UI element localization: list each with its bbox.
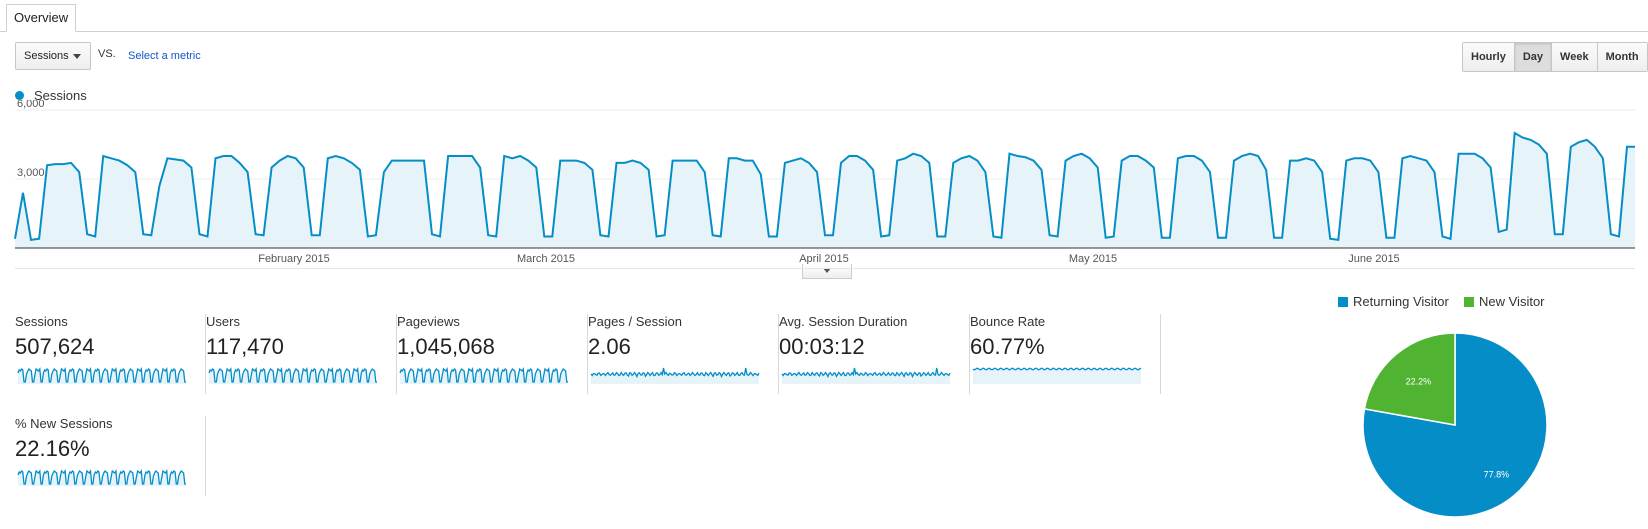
- scorecard[interactable]: Pages / Session 2.06: [588, 314, 779, 394]
- tab-overview[interactable]: Overview: [6, 4, 77, 32]
- metric-dropdown[interactable]: Sessions: [15, 42, 91, 70]
- scorecard-value: 22.16%: [15, 436, 90, 461]
- sessions-legend-dot: [15, 91, 24, 100]
- x-tick-label: April 2015: [799, 253, 849, 265]
- metric-dropdown-label: Sessions: [24, 50, 69, 62]
- vs-label: VS.: [98, 48, 116, 60]
- sparkline-line: [399, 366, 568, 383]
- scorecard-value: 507,624: [15, 334, 95, 359]
- sparkline: [208, 366, 377, 384]
- sparkline-line: [17, 468, 186, 485]
- new-visitor-swatch: [1464, 297, 1474, 307]
- sparkline-line: [208, 366, 377, 383]
- sparkline: [17, 468, 186, 486]
- granularity-toggle: Hourly Day Week Month: [1462, 42, 1648, 72]
- scorecard-value: 117,470: [206, 334, 284, 359]
- scorecard[interactable]: % New Sessions 22.16%: [15, 416, 206, 496]
- visitor-type-pie-chart: 77.8% 22.2%: [1362, 332, 1548, 518]
- sparkline: [590, 367, 760, 384]
- pie-slice: [1363, 332, 1456, 426]
- sessions-line: [14, 131, 1635, 242]
- sparkline-line: [17, 366, 186, 383]
- divider: [15, 268, 1635, 269]
- scorecard[interactable]: Pageviews 1,045,068: [397, 314, 588, 394]
- chevron-down-icon: [73, 54, 81, 59]
- sparkline-line: [972, 367, 1142, 371]
- x-tick-label: February 2015: [258, 253, 330, 265]
- month-button[interactable]: Month: [1596, 43, 1647, 71]
- scorecard-value: 2.06: [588, 334, 631, 359]
- sparkline-line: [781, 367, 951, 379]
- y-tick-label: 3,000: [17, 167, 45, 179]
- pie-slice: [1362, 332, 1548, 518]
- hourly-button[interactable]: Hourly: [1463, 43, 1514, 71]
- scorecard-label: Pages / Session: [588, 314, 682, 329]
- scorecard-label: Bounce Rate: [970, 314, 1046, 329]
- scorecard-value: 60.77%: [970, 334, 1045, 359]
- select-metric-link[interactable]: Select a metric: [128, 50, 201, 62]
- week-button[interactable]: Week: [1551, 43, 1597, 71]
- sparkline-line: [590, 367, 760, 379]
- sparkline: [972, 367, 1142, 384]
- scorecard-label: Avg. Session Duration: [779, 314, 908, 329]
- scorecard-value: 00:03:12: [779, 334, 865, 359]
- x-tick-label: March 2015: [517, 253, 575, 265]
- sparkline: [399, 366, 568, 384]
- scorecard-label: % New Sessions: [15, 416, 113, 431]
- sparkline-fill: [591, 368, 759, 384]
- sparkline: [17, 366, 186, 384]
- scorecard[interactable]: Users 117,470: [206, 314, 397, 394]
- pie-slice-label: 22.2%: [1406, 376, 1432, 386]
- x-tick-label: May 2015: [1069, 253, 1117, 265]
- pie-slice-label: 77.8%: [1484, 469, 1510, 479]
- returning-visitor-swatch: [1338, 297, 1348, 307]
- sparkline-fill: [973, 368, 1141, 384]
- scorecard[interactable]: Bounce Rate 60.77%: [970, 314, 1161, 394]
- pie-legend-new: New Visitor: [1464, 294, 1545, 309]
- chart-legend: Sessions: [15, 88, 87, 103]
- sparkline: [781, 367, 951, 384]
- scorecard-label: Pageviews: [397, 314, 460, 329]
- chevron-down-icon: [823, 268, 831, 273]
- scorecard-value: 1,045,068: [397, 334, 495, 359]
- sessions-legend-label: Sessions: [34, 88, 87, 103]
- scorecard[interactable]: Sessions 507,624: [15, 314, 206, 394]
- y-tick-label: 6,000: [17, 100, 45, 110]
- sessions-area-fill: [15, 133, 1635, 248]
- tab-bar: Overview: [0, 0, 1648, 32]
- returning-visitor-label: Returning Visitor: [1353, 294, 1449, 309]
- scorecard[interactable]: Avg. Session Duration 00:03:12: [779, 314, 970, 394]
- x-tick-label: June 2015: [1348, 253, 1399, 265]
- sessions-chart[interactable]: 6,000 3,000 February 2015 March 2015 April 2…: [0, 100, 1648, 270]
- scorecard-label: Sessions: [15, 314, 68, 329]
- collapse-chart-button[interactable]: [802, 264, 852, 279]
- scorecard-label: Users: [206, 314, 240, 329]
- new-visitor-label: New Visitor: [1479, 294, 1545, 309]
- day-button[interactable]: Day: [1513, 43, 1552, 71]
- sparkline-fill: [782, 368, 950, 384]
- pie-legend-returning: Returning Visitor: [1338, 294, 1449, 309]
